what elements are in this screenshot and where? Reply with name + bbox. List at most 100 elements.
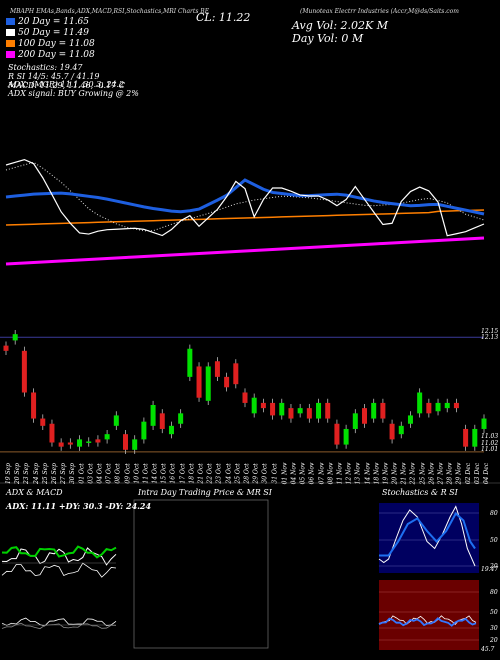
candle-body (481, 418, 487, 429)
candle-body (352, 413, 358, 429)
stochastics-stat: Stochastics: 19.47 (8, 63, 83, 72)
candle-body (168, 425, 174, 435)
candle-body (187, 348, 193, 377)
chart-title: MBAPH EMAs,Bands,ADX,MACD,RSI,Stochastic… (10, 8, 210, 15)
date-label: 20 Sep (14, 462, 22, 485)
ma-legend-item: 200 Day = 11.08 (6, 50, 95, 60)
stoch-d-line (379, 511, 476, 557)
date-label: 25 Nov (419, 462, 427, 485)
di-minus-line (1, 562, 117, 578)
date-label: 23 Sep (23, 462, 31, 485)
adx-panel-values: ADX: 11.11 +DY: 30.3 -DY: 24.24 (6, 501, 152, 511)
date-label: 25 Oct (234, 463, 242, 484)
candle-body (31, 392, 37, 419)
candle-body (260, 402, 266, 409)
date-label: 19 Nov (382, 462, 390, 485)
candle-body (196, 366, 202, 398)
candle-body (3, 345, 9, 351)
date-label: 31 Oct (271, 463, 279, 484)
candle-body (150, 405, 156, 426)
candle-body (49, 423, 55, 443)
candle-body (463, 428, 469, 447)
date-label: 04 Dec (483, 462, 491, 485)
candle-body (343, 428, 349, 445)
date-label: 12 Nov (345, 462, 353, 485)
bollinger-band-line (5, 161, 485, 232)
candle-body (389, 423, 395, 440)
candle-body (251, 397, 257, 414)
rsi-scale-label: 20 (490, 637, 498, 644)
candle-body (178, 413, 184, 424)
date-label: 26 Sep (50, 462, 58, 485)
date-label: 19 Sep (5, 462, 13, 485)
date-label: 28 Nov (446, 462, 454, 485)
rsi-stat: R SI 14/5: 45.7 / 41.19 (8, 72, 100, 81)
adx-line (1, 547, 117, 566)
candle-body (288, 408, 294, 419)
candle-body (104, 434, 110, 440)
candle-body (435, 402, 441, 412)
ma-legend-label: 100 Day = 11.08 (18, 39, 95, 49)
candle-body (141, 421, 147, 440)
di-plus-line (1, 545, 117, 559)
candle-body (270, 402, 276, 416)
ma-swatch (6, 40, 15, 47)
candle-body (67, 442, 73, 445)
candle-body (407, 415, 413, 424)
rsi-panel (379, 580, 479, 650)
ma-legend-item: 50 Day = 11.49 (6, 28, 89, 38)
ema-100-line (5, 209, 485, 226)
intraday-panel-title: Intra Day Trading Price & MR SI (138, 488, 272, 497)
date-label: 14 Oct (151, 463, 159, 484)
rsi-scale-label: 30 (490, 625, 498, 632)
candle-body (95, 439, 101, 443)
date-label: 23 Oct (216, 463, 224, 484)
date-label: 14 Nov (363, 462, 371, 485)
candle-body (86, 441, 92, 443)
candle-body (306, 408, 312, 419)
date-label: 03 Dec (473, 462, 481, 485)
candle-body (233, 363, 239, 385)
date-label: 07 Nov (317, 462, 325, 485)
date-label: 13 Nov (354, 462, 362, 485)
candle-body (159, 413, 165, 429)
date-label: 29 Nov (455, 462, 463, 485)
date-label: 15 Oct (160, 463, 168, 484)
ema-50-line (5, 158, 485, 237)
date-label: 04 Nov (290, 462, 298, 485)
ma-legend-label: 20 Day = 11.65 (18, 17, 90, 27)
candle-body (224, 376, 230, 388)
candle-body (426, 402, 432, 414)
date-label: 01 Nov (281, 462, 289, 485)
date-label: 08 Oct (114, 463, 122, 484)
ema-200-line (5, 236, 485, 266)
candle-body (453, 402, 459, 409)
avg-vol-label: Avg Vol: 2.02K M (292, 19, 388, 32)
candle-body (334, 423, 340, 445)
date-label: 05 Nov (299, 462, 307, 485)
candle-body (325, 402, 331, 419)
intraday-panel (133, 499, 269, 649)
adx-panel-title: ADX & MACD (6, 488, 63, 497)
date-label: 16 Oct (170, 463, 178, 484)
stoch-scale-label: 20 (490, 563, 498, 570)
candle-body (279, 402, 285, 416)
site-label: (Munoteax Electrr Industries (Accr,M@ds/… (300, 8, 459, 15)
candle-body (113, 415, 119, 426)
mri-line (378, 617, 477, 627)
date-label: 30 Sep (69, 462, 77, 485)
candle-body (316, 402, 322, 419)
candle-body (214, 361, 220, 377)
date-label: 04 Oct (96, 463, 104, 484)
close-label: CL: 11.22 (196, 11, 251, 24)
adx-text: ADX: (MGR) 11.1, 30.3, 24.2 (8, 80, 125, 89)
candle-body (398, 425, 404, 435)
ma-swatch (6, 18, 15, 25)
stochastics-panel (379, 503, 479, 573)
stoch-value-label: 19.47 (481, 566, 499, 573)
candle-body (444, 402, 450, 409)
date-label: 29 Oct (252, 463, 260, 484)
date-label: 21 Oct (197, 463, 205, 484)
stoch-scale-label: 80 (490, 510, 498, 517)
macd-stat: MACD: 11.29, 11.46, -0.17 C (8, 81, 125, 90)
